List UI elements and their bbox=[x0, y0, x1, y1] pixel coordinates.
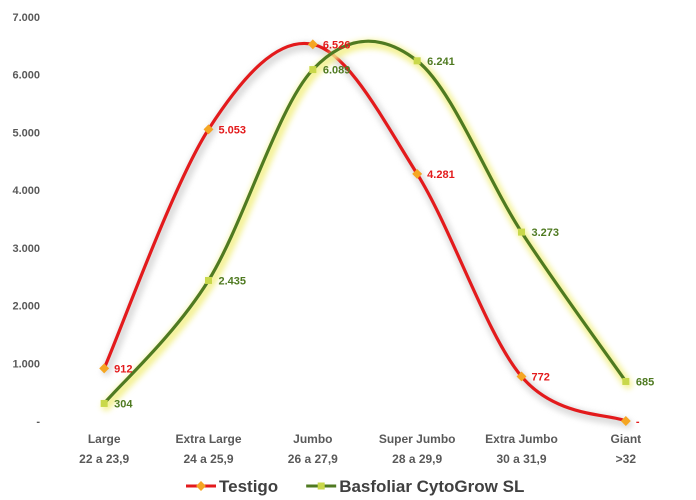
legend-series-1-marker bbox=[196, 481, 206, 491]
data-labels: 912 5.053 6.526 4.281 772 - 304 2.435 6.089 6.241… bbox=[114, 39, 654, 428]
series-2-point bbox=[100, 399, 108, 407]
y-tick-label: - bbox=[36, 416, 40, 428]
series-2-data-label: 304 bbox=[114, 398, 133, 410]
series-2-line bbox=[102, 39, 628, 406]
x-tick-label: Giant bbox=[610, 432, 641, 446]
series-2-data-label: 2.435 bbox=[219, 275, 247, 287]
y-tick-label: 7.000 bbox=[12, 12, 40, 24]
series-2-point bbox=[622, 377, 630, 385]
series-1-data-label: 6.526 bbox=[323, 39, 351, 51]
y-tick-label: 2.000 bbox=[12, 301, 40, 313]
x-tick-label: Extra Jumbo bbox=[485, 432, 558, 446]
y-tick-label: 6.000 bbox=[12, 70, 40, 82]
legend: Testigo Basfoliar CytoGrow SL bbox=[186, 477, 524, 496]
series-2-point bbox=[309, 66, 317, 74]
legend-series-2-label: Basfoliar CytoGrow SL bbox=[339, 477, 524, 496]
series-2-data-label: 685 bbox=[636, 376, 654, 388]
series-1-data-label: 912 bbox=[114, 363, 132, 375]
y-tick-label: 5.000 bbox=[12, 127, 40, 139]
series-1-data-label: 4.281 bbox=[427, 169, 455, 181]
series-1-point bbox=[203, 124, 214, 135]
series-2-point bbox=[413, 57, 421, 65]
legend-series-2-marker bbox=[317, 482, 325, 490]
legend-series-1-label: Testigo bbox=[219, 477, 278, 496]
series-2-data-label: 3.273 bbox=[532, 227, 560, 239]
x-tick-label: 30 a 31,9 bbox=[496, 452, 546, 466]
y-tick-label: 4.000 bbox=[12, 185, 40, 197]
x-tick-label: Super Jumbo bbox=[379, 432, 456, 446]
series-1-point bbox=[516, 371, 527, 382]
series-1-data-label: 772 bbox=[532, 371, 550, 383]
y-tick-label: 1.000 bbox=[12, 358, 40, 370]
x-tick-label: 24 a 25,9 bbox=[183, 452, 233, 466]
series-2-data-label: 6.241 bbox=[427, 56, 455, 68]
x-tick-label: 26 a 27,9 bbox=[288, 452, 338, 466]
x-tick-label: 22 a 23,9 bbox=[79, 452, 129, 466]
series-1-point bbox=[412, 168, 423, 179]
series-1-data-label: - bbox=[636, 416, 640, 428]
x-axis: Large 22 a 23,9 Extra Large 24 a 25,9 Jumbo 2… bbox=[79, 432, 641, 466]
x-tick-label: >32 bbox=[616, 452, 637, 466]
series-1-point bbox=[620, 416, 631, 426]
series-2-point bbox=[518, 228, 525, 236]
y-tick-label: 3.000 bbox=[12, 243, 40, 255]
x-tick-label: Large bbox=[88, 432, 121, 446]
series-1-data-label: 5.053 bbox=[219, 124, 247, 136]
x-tick-label: Extra Large bbox=[175, 432, 241, 446]
x-tick-label: 28 a 29,9 bbox=[392, 452, 442, 466]
y-axis: - 1.000 2.000 3.000 4.000 5.000 6.000 7.000 bbox=[12, 12, 40, 428]
series-layer bbox=[99, 39, 633, 429]
series-2-point bbox=[205, 276, 212, 284]
x-tick-label: Jumbo bbox=[293, 432, 332, 446]
series-2-data-label: 6.089 bbox=[323, 65, 351, 77]
